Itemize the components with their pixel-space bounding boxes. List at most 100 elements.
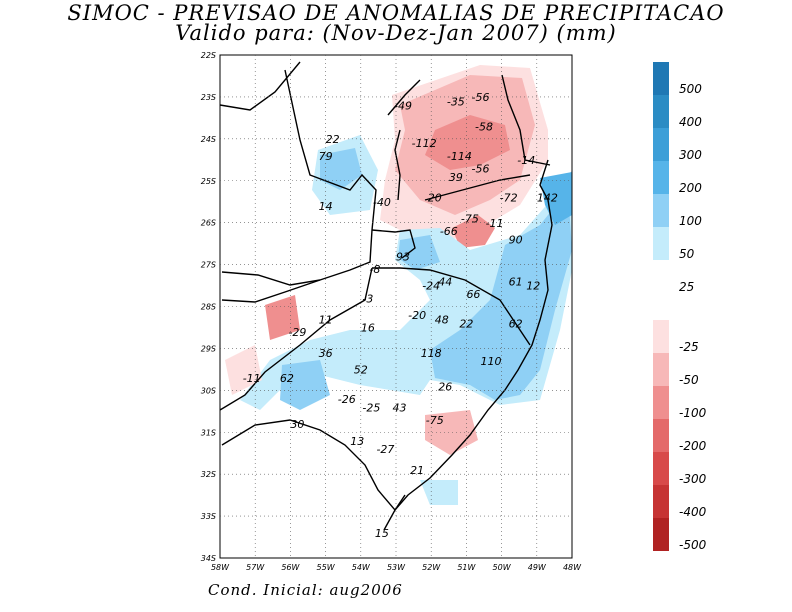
positive-anomaly-region (320, 148, 362, 190)
anomaly-value-label: 66 (466, 288, 480, 301)
anomaly-value-label: -114 (447, 150, 472, 163)
anomaly-value-label: 79 (319, 150, 333, 163)
anomaly-value-label: -56 (471, 162, 489, 175)
anomaly-value-label: 22 (326, 133, 340, 146)
lat-tick-label: 29S (201, 344, 216, 353)
state-border (501, 74, 551, 166)
anomaly-value-label: 44 (438, 276, 452, 289)
lon-tick-label: 53W (387, 563, 406, 572)
positive-anomaly-region (420, 480, 458, 505)
map-grid (220, 55, 572, 558)
lat-tick-label: 28S (201, 303, 216, 312)
legend-label: 400 (679, 115, 702, 129)
border-lines (219, 61, 553, 531)
lat-tick-label: 32S (201, 470, 216, 479)
lon-tick-label: 57W (246, 563, 265, 572)
lat-tick-label: 25S (201, 177, 216, 186)
anomaly-value-label: 62 (509, 317, 523, 330)
map-subtitle: Valido para: (Nov-Dez-Jan 2007) (mm) (175, 21, 617, 45)
anomaly-value-label: 39 (449, 171, 463, 184)
color-legend: 500 400 300 200 100 50 25 -25 -50 -100 -200 -300 -40… (653, 62, 707, 552)
positive-anomaly-region (540, 172, 572, 225)
legend-swatch (653, 95, 669, 128)
anomaly-value-label: 36 (319, 347, 333, 360)
anomaly-value-label: -26 (338, 393, 356, 406)
anomaly-value-label: 118 (421, 347, 442, 360)
anomaly-value-label: -112 (412, 137, 437, 150)
anomaly-value-label: -72 (500, 192, 518, 205)
legend-swatch (653, 452, 669, 485)
lon-tick-label: 51W (457, 563, 476, 572)
legend-label: 50 (679, 247, 695, 261)
lat-tick-label: 27S (201, 261, 216, 270)
negative-anomaly-region (425, 410, 478, 455)
negative-anomaly-region (225, 345, 262, 395)
legend-swatch (653, 485, 669, 518)
anomaly-value-label: 30 (290, 418, 304, 431)
anomaly-value-label: 61 (509, 276, 523, 289)
legend-label: 100 (679, 214, 702, 228)
anomaly-value-label: 90 (509, 234, 523, 247)
anomaly-value-label: -27 (376, 443, 394, 456)
anomaly-value-label: -8 (369, 263, 380, 276)
anomaly-value-label: -29 (288, 326, 306, 339)
legend-swatch (653, 260, 669, 293)
legend-label: -300 (679, 472, 707, 486)
anomaly-value-label: 52 (354, 364, 368, 377)
map-title: SIMOC - PREVISAO DE ANOMALIAS DE PRECIPI… (67, 1, 725, 25)
legend-label: 200 (679, 181, 702, 195)
legend-label: 300 (679, 148, 702, 162)
anomaly-value-label: 12 (526, 280, 540, 293)
lat-tick-label: 26S (201, 219, 216, 228)
legend-swatch (653, 518, 669, 551)
legend-label: -50 (679, 373, 699, 387)
country-border (221, 419, 406, 512)
lon-tick-label: 56W (281, 563, 300, 572)
anomaly-value-label: -11 (486, 217, 504, 230)
country-border (371, 229, 531, 346)
coastline (383, 159, 553, 531)
legend-swatch (653, 62, 669, 95)
country-border (219, 267, 373, 411)
anomaly-value-label: -49 (394, 99, 412, 112)
lon-tick-label: 58W (211, 563, 230, 572)
lon-tick-label: 49W (528, 563, 547, 572)
lon-tick-label: 54W (352, 563, 371, 572)
legend-swatch (653, 320, 669, 353)
legend-label: -25 (679, 340, 699, 354)
legend-label: -200 (679, 439, 707, 453)
legend-swatch (653, 386, 669, 419)
lon-tick-label: 52W (422, 563, 441, 572)
lat-tick-label: 31S (201, 428, 216, 437)
legend-swatch (653, 161, 669, 194)
axis-ticks: 22S23S24S25S26S27S28S29S30S31S32S33S34S5… (201, 51, 582, 572)
legend-label: -400 (679, 505, 707, 519)
anomaly-value-label: 11 (319, 313, 333, 326)
anomaly-value-label: -75 (426, 414, 444, 427)
lat-tick-label: 34S (201, 554, 216, 563)
legend-label: -500 (679, 538, 707, 552)
lat-tick-label: 30S (201, 386, 216, 395)
anomaly-value-label: 48 (435, 313, 449, 326)
anomaly-value-label: -3 (362, 292, 373, 305)
anomaly-value-label: -11 (243, 372, 261, 385)
anomaly-value-label: 26 (438, 380, 452, 393)
lat-tick-label: 24S (201, 135, 216, 144)
anomaly-value-label: 15 (375, 527, 389, 540)
lat-tick-label: 33S (201, 512, 216, 521)
legend-label: 500 (679, 82, 702, 96)
anomaly-value-label: -35 (447, 95, 465, 108)
anomaly-value-label: 20 (428, 192, 442, 205)
anomaly-value-label: 22 (459, 317, 473, 330)
positive-anomaly-region (280, 360, 330, 410)
anomaly-value-label: 110 (481, 355, 502, 368)
legend-label: -100 (679, 406, 707, 420)
state-border (387, 79, 531, 201)
initial-condition-footer: Cond. Inicial: aug2006 (208, 581, 403, 599)
anomaly-value-label: -58 (475, 120, 493, 133)
legend-label: 25 (679, 280, 694, 294)
anomaly-labels: -49 -35 -56 -58 -112 -114 -14 22 79 -56 39 20 -40 -72… (243, 91, 558, 540)
negative-anomaly-region (452, 215, 495, 248)
legend-swatch (653, 419, 669, 452)
